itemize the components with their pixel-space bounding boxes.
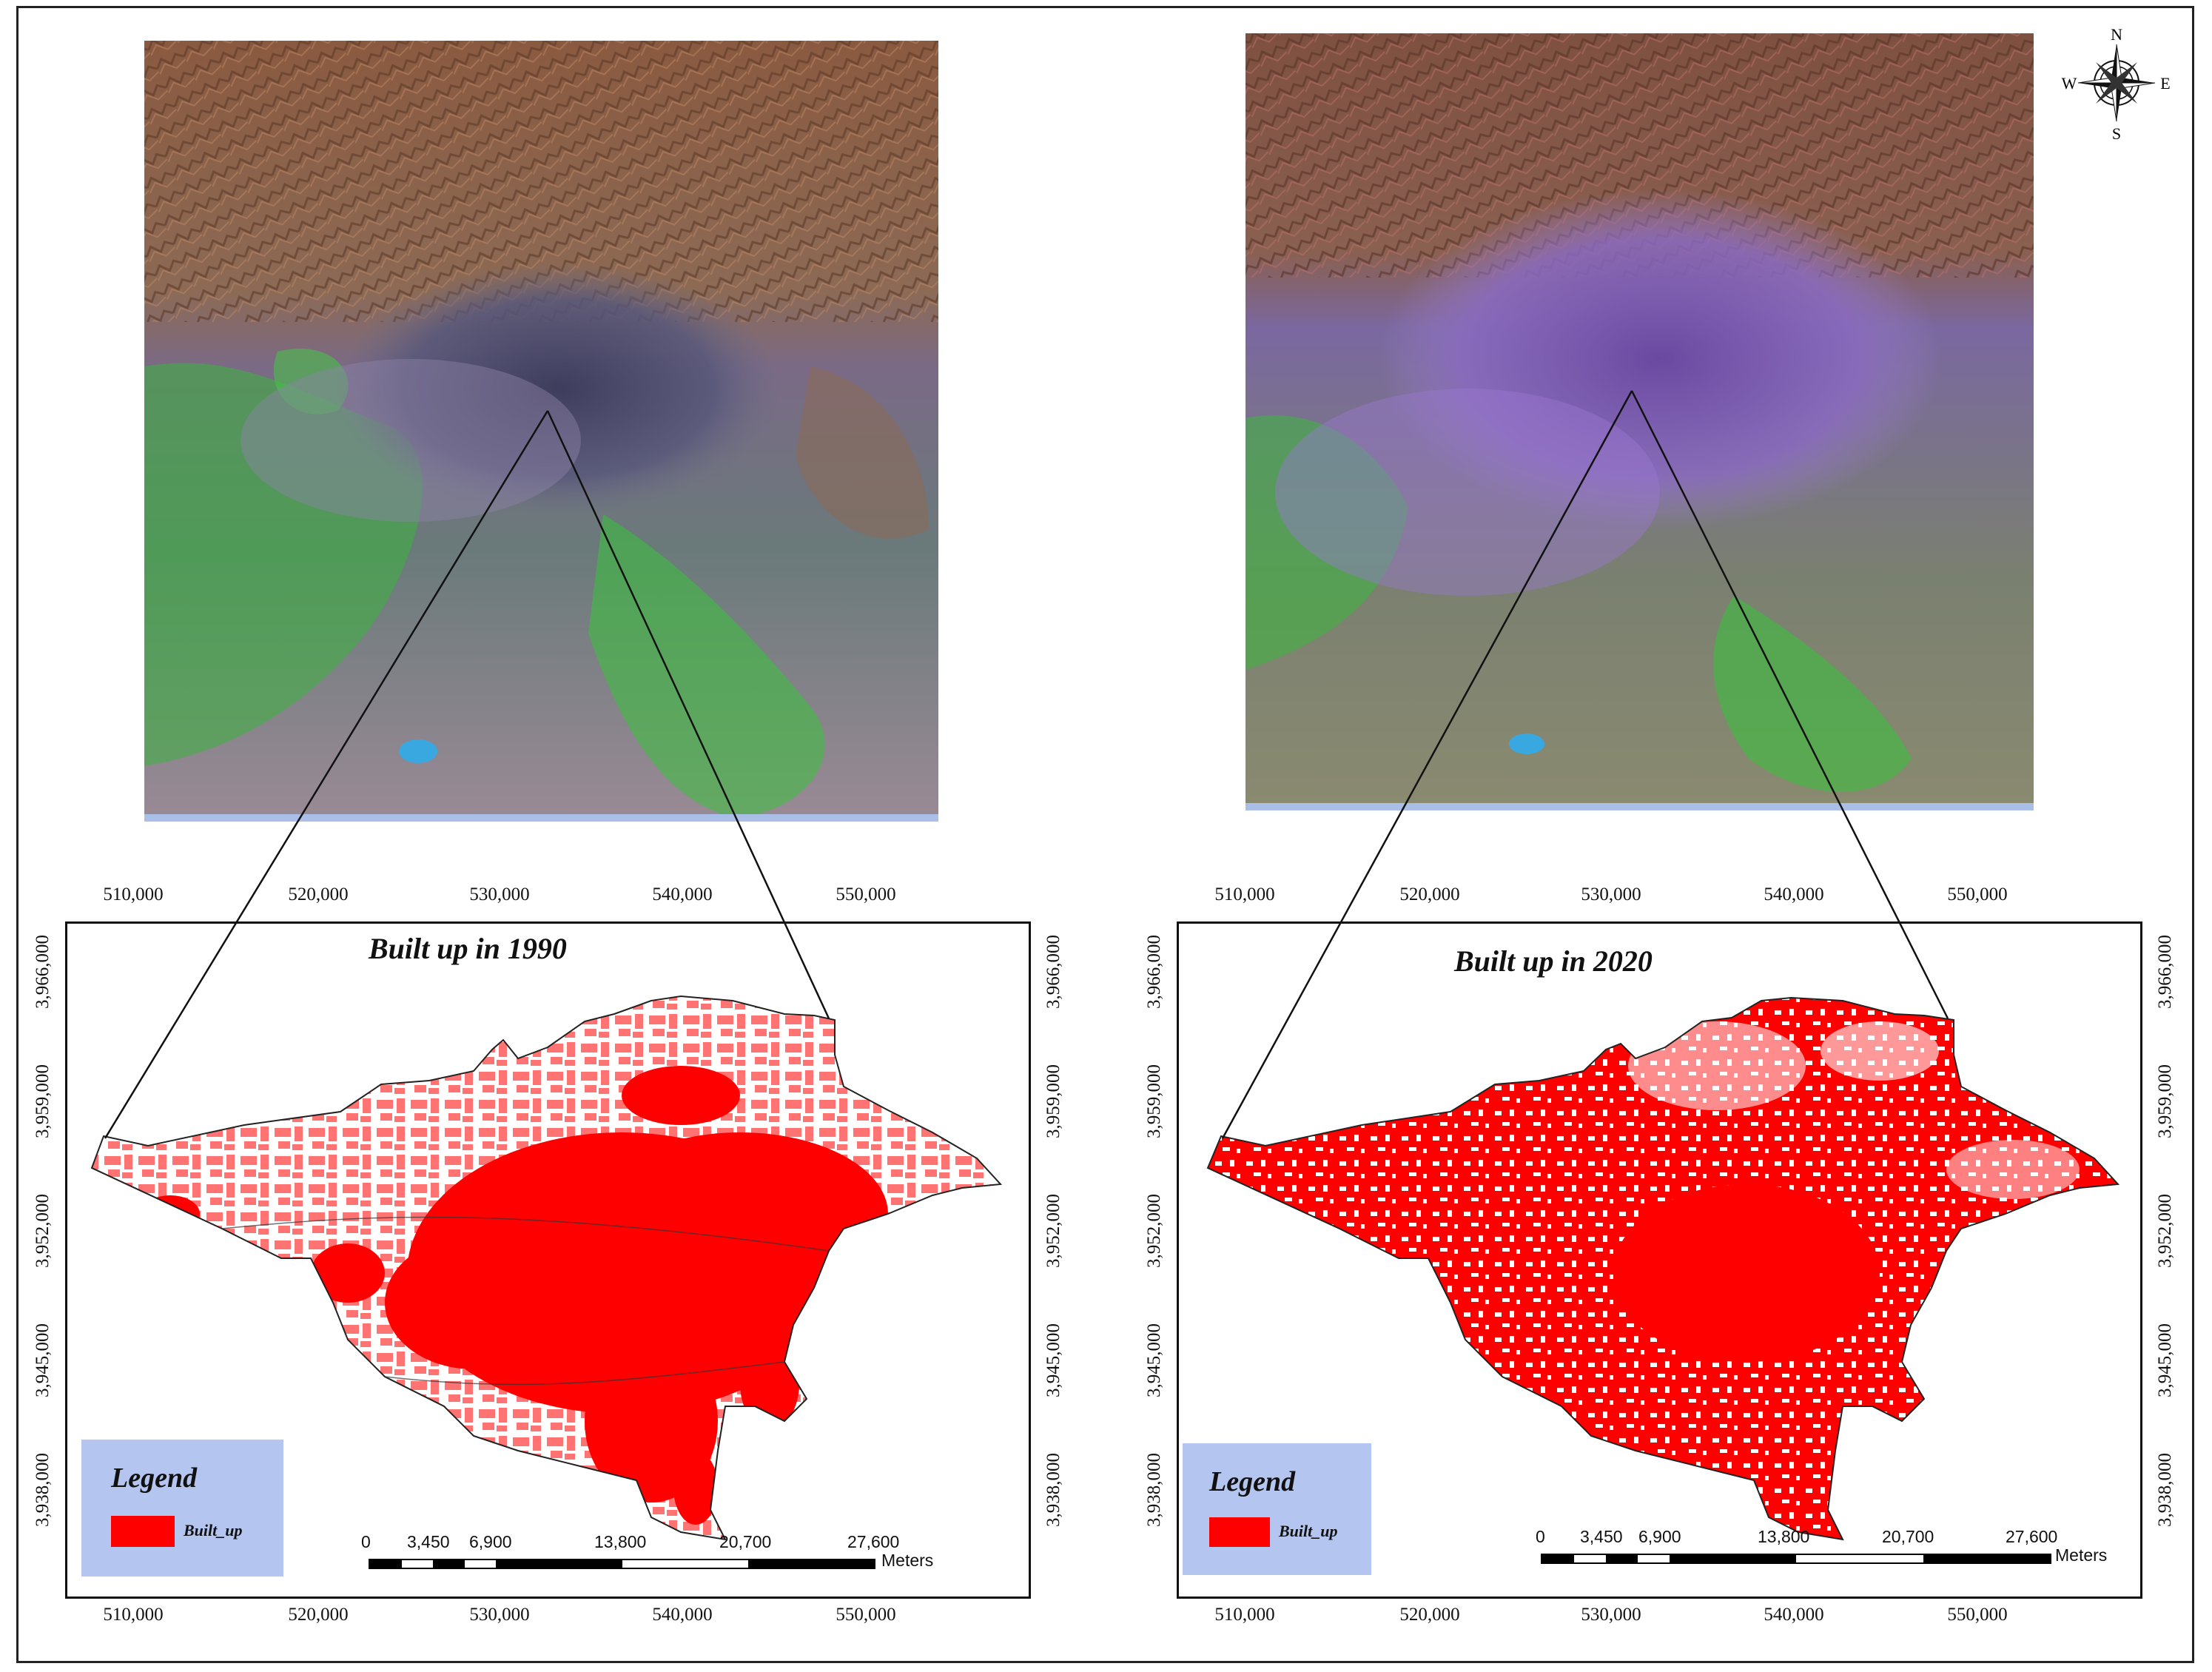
x-tick-top: 520,000 [288, 884, 349, 904]
x-tick-top: 510,000 [1214, 884, 1275, 904]
x-tick-bottom: 520,000 [288, 1605, 349, 1625]
satellite-image-1990 [144, 41, 938, 822]
x-tick-bottom: 540,000 [1764, 1605, 1824, 1625]
x-tick-bottom: 530,000 [469, 1605, 530, 1625]
x-tick-top: 530,000 [469, 884, 530, 904]
x-tick-top: 530,000 [1581, 884, 1641, 904]
scale-label: 6,900 [1638, 1527, 1681, 1546]
x-tick-bottom: 540,000 [652, 1605, 713, 1625]
legend-title: Legend [1209, 1466, 1296, 1497]
x-tick-bottom: 510,000 [103, 1605, 164, 1625]
satellite-image-2020 [1245, 33, 2034, 810]
north-label: N [2111, 25, 2122, 44]
compass-rose-icon: N S E W [2062, 25, 2171, 143]
x-tick-top: 540,000 [1764, 884, 1824, 904]
x-tick-top: 510,000 [103, 884, 164, 904]
scale-label: 13,800 [594, 1532, 647, 1551]
map-title-1990: Built up in 1990 [369, 932, 567, 965]
scale-label: 3,450 [1580, 1527, 1623, 1546]
x-tick-top: 550,000 [1947, 884, 2008, 904]
x-tick-top: 550,000 [836, 884, 896, 904]
scale-bar-1990 [369, 1559, 875, 1569]
scale-label: 27,600 [847, 1532, 900, 1551]
scale-label: 3,450 [407, 1532, 450, 1551]
x-tick-top: 520,000 [1399, 884, 1460, 904]
scale-label: 6,900 [469, 1532, 512, 1551]
x-tick-bottom: 520,000 [1399, 1605, 1460, 1625]
scale-label: 27,600 [2006, 1527, 2058, 1546]
scale-label: 20,700 [1882, 1527, 1934, 1546]
scale-label: 13,800 [1758, 1527, 1810, 1546]
x-tick-bottom: 550,000 [836, 1605, 896, 1625]
legend-swatch-built-up [111, 1516, 175, 1547]
figure-frame [16, 6, 2194, 1663]
scale-label: 0 [361, 1532, 371, 1551]
scale-label: 0 [1536, 1527, 1545, 1546]
legend-1990: Legend Built_up [81, 1440, 283, 1577]
x-tick-bottom: 510,000 [1214, 1605, 1275, 1625]
legend-title: Legend [111, 1463, 198, 1494]
scale-bar-2020 [1541, 1554, 2051, 1564]
legend-swatch-built-up [1209, 1517, 1270, 1547]
legend-2020: Legend Built_up [1183, 1443, 1371, 1575]
scale-unit: Meters [2055, 1545, 2108, 1565]
legend-label: Built_up [184, 1521, 243, 1540]
scale-unit: Meters [881, 1551, 934, 1570]
west-label: W [2062, 74, 2077, 93]
legend-label: Built_up [1279, 1522, 1338, 1540]
scale-label: 20,700 [719, 1532, 772, 1551]
x-tick-top: 540,000 [652, 884, 713, 904]
south-label: S [2112, 124, 2121, 143]
x-tick-bottom: 530,000 [1581, 1605, 1641, 1625]
map-title-2020: Built up in 2020 [1454, 944, 1653, 978]
x-tick-bottom: 550,000 [1947, 1605, 2008, 1625]
east-label: E [2160, 74, 2170, 93]
